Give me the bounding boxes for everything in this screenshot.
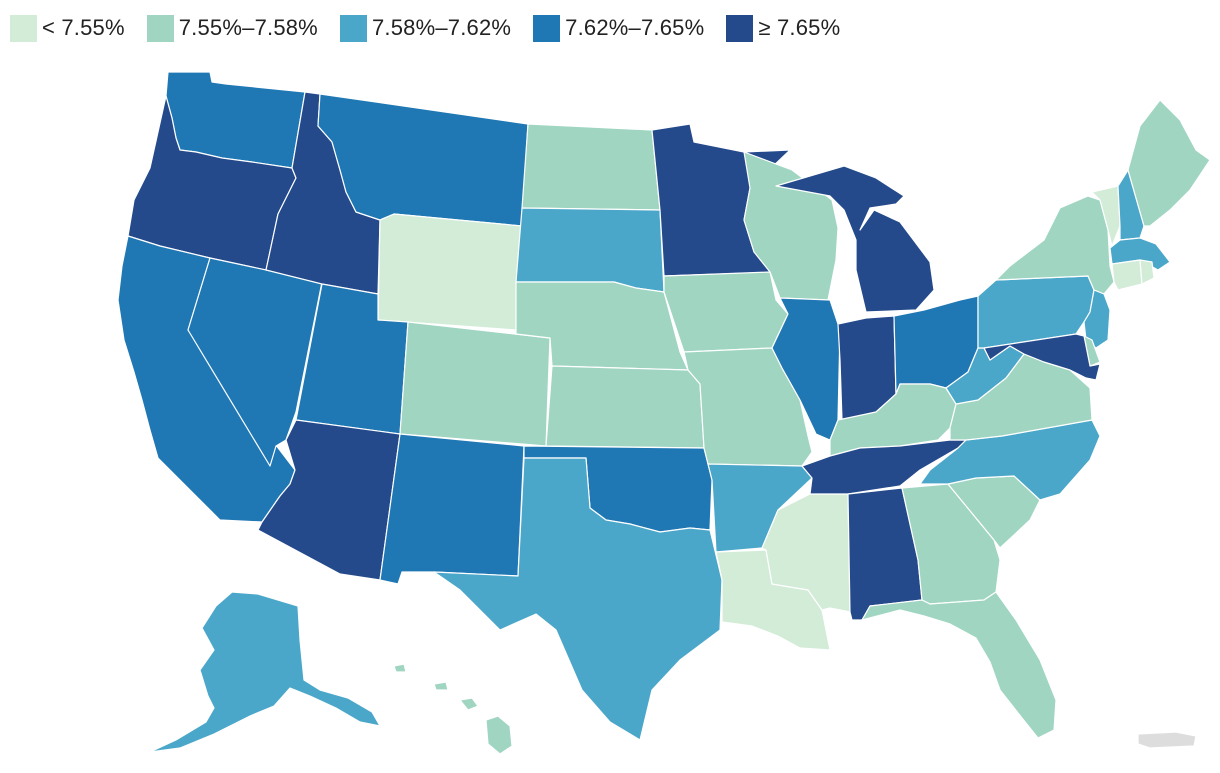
state-ak[interactable] [149,591,381,753]
state-ia[interactable] [663,271,789,353]
state-hi-island[interactable] [393,663,407,673]
state-nj[interactable] [1083,289,1111,349]
legend-label: 7.55%–7.58% [178,15,318,40]
state-il[interactable] [771,297,841,441]
legend: < 7.55% 7.55%–7.58% 7.58%–7.62% 7.62%–7.… [10,12,862,44]
state-nd[interactable] [521,123,661,211]
state-ri[interactable] [1139,259,1155,285]
legend-swatch [339,14,367,42]
state-hi-island[interactable] [459,697,479,711]
state-hi-island[interactable] [433,681,449,691]
legend-item: 7.58%–7.62% [339,14,512,42]
legend-swatch [533,14,561,42]
state-wy[interactable] [377,213,523,331]
legend-label: 7.58%–7.62% [371,15,512,40]
state-me[interactable] [1127,99,1211,227]
state-ks[interactable] [545,365,705,449]
legend-item: 7.55%–7.58% [146,14,318,42]
legend-label: 7.62%–7.65% [565,15,705,40]
territory-pr[interactable] [1137,731,1197,749]
legend-swatch [10,14,37,42]
legend-item: ≥ 7.65% [726,14,841,42]
state-nm[interactable] [379,433,525,585]
state-fl[interactable] [861,591,1057,739]
state-ne[interactable] [515,281,689,371]
state-mi[interactable] [775,165,935,313]
state-md[interactable] [983,333,1101,381]
legend-swatch [146,14,174,42]
state-sd[interactable] [515,207,665,293]
state-nc[interactable] [919,419,1101,501]
state-ct[interactable] [1111,259,1143,291]
legend-swatch [726,14,754,42]
legend-item: 7.62%–7.65% [533,14,705,42]
state-tx[interactable] [433,457,723,741]
legend-label: < 7.55% [42,15,125,40]
state-co[interactable] [399,321,551,447]
legend-item: < 7.55% [10,14,125,42]
state-hi[interactable] [485,715,513,755]
legend-label: ≥ 7.65% [758,15,841,40]
